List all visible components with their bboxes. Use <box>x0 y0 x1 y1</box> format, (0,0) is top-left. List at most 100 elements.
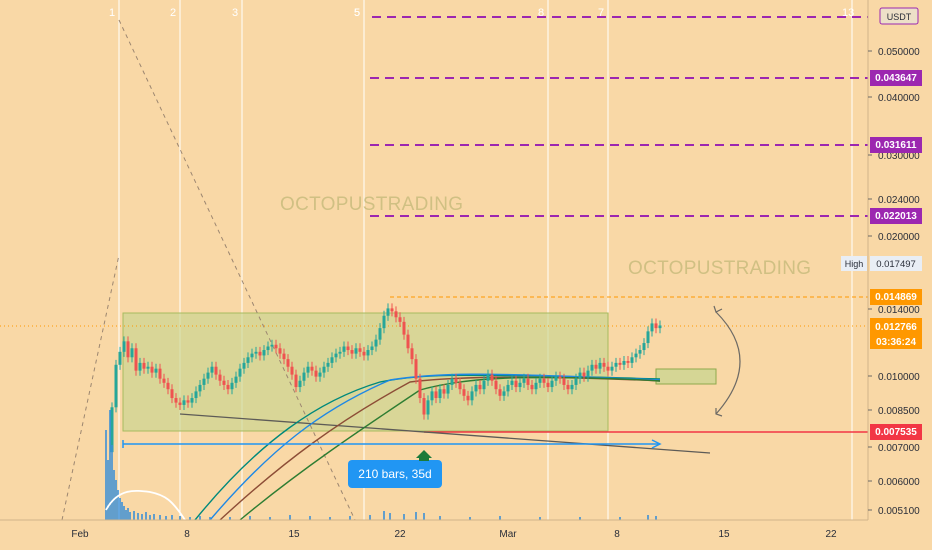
fib-time-label: 2 <box>170 7 176 19</box>
candle-body <box>162 378 166 383</box>
volume-bar <box>289 515 291 520</box>
candle-body <box>274 344 278 349</box>
candle-body <box>562 378 566 385</box>
candle-body <box>318 372 322 377</box>
candle-body <box>198 384 202 392</box>
candle-body <box>174 398 178 403</box>
candle-body <box>462 389 466 396</box>
volume-bar <box>109 410 111 520</box>
candle-body <box>370 346 374 351</box>
volume-bar <box>309 516 311 520</box>
candle-body <box>566 384 570 390</box>
volume-bar <box>439 516 441 520</box>
candle-body <box>622 361 626 365</box>
candle-body <box>170 389 174 399</box>
candle-body <box>386 308 390 316</box>
price-tick-label: 0.050000 <box>878 47 920 58</box>
candle-body <box>518 382 522 388</box>
time-axis: Feb 8 15 22 Mar 8 15 22 <box>71 529 837 540</box>
candle-body <box>138 362 142 371</box>
measure-label: 210 bars, 35d <box>348 460 442 488</box>
candle-body <box>594 364 598 369</box>
candle-body <box>246 357 250 363</box>
price-tick-label: 0.040000 <box>878 93 920 104</box>
candle-body <box>514 380 518 388</box>
price-axis: 0.050000 0.040000 0.030000 0.024000 0.020000… <box>868 47 920 517</box>
volume-bar <box>329 517 331 520</box>
candle-body <box>502 391 506 396</box>
candle-body <box>186 400 190 403</box>
target-tag: 0.022013 <box>875 211 917 222</box>
price-tick-label: 0.024000 <box>878 195 920 206</box>
candle-body <box>278 348 282 354</box>
fib-time-label: 7 <box>598 7 604 19</box>
candle-body <box>638 350 642 354</box>
fib-spread-left <box>61 254 120 521</box>
candle-body <box>282 353 286 360</box>
candle-body <box>210 366 214 373</box>
time-tick-label: 22 <box>394 529 406 540</box>
measure-label-text: 210 bars, 35d <box>358 467 431 481</box>
watermark-1: OCTOPUSTRADING <box>280 194 463 215</box>
candle-body <box>470 391 474 401</box>
candle-body <box>238 368 242 377</box>
candle-body <box>410 348 414 360</box>
volume-bar <box>165 516 167 520</box>
candle-body <box>226 384 230 390</box>
candle-body <box>134 348 138 371</box>
target-tag: 0.031611 <box>875 140 917 151</box>
candle-body <box>182 400 186 405</box>
candle-body <box>422 398 426 415</box>
candle-body <box>434 391 438 399</box>
candle-body <box>150 366 154 373</box>
candle-body <box>458 382 462 390</box>
volume-bar <box>149 515 151 520</box>
candle-body <box>574 378 578 385</box>
fib-time-label: 3 <box>232 7 238 19</box>
candle-body <box>310 366 314 371</box>
candle-body <box>522 378 526 383</box>
candle-body <box>290 366 294 375</box>
projection-arrow-top-icon <box>713 305 723 313</box>
candle-body <box>534 382 538 390</box>
candle-body <box>510 380 514 385</box>
candle-body <box>478 384 482 390</box>
candle-body <box>358 348 362 352</box>
candle-body <box>338 351 342 354</box>
price-scale-bg <box>868 0 932 550</box>
volume-bars <box>105 410 657 520</box>
candle-body <box>394 311 398 318</box>
candle-body <box>218 374 222 381</box>
volume-bar <box>113 470 115 520</box>
candle-body <box>626 361 630 363</box>
price-levels <box>0 16 868 433</box>
target-tag-bg <box>870 208 922 224</box>
candle-body <box>222 380 226 385</box>
candle-body <box>374 339 378 347</box>
candle-body <box>118 351 122 365</box>
volume-bar <box>117 490 119 520</box>
volume-bar <box>105 430 107 520</box>
candle-body <box>538 378 542 383</box>
high-label-bg <box>841 256 867 271</box>
candle-body <box>530 384 534 390</box>
candle-body <box>130 348 134 358</box>
price-tick-label: 0.008500 <box>878 406 920 417</box>
candle-body <box>314 370 318 377</box>
candle-body <box>586 370 590 377</box>
fib-spread-lines <box>61 19 356 521</box>
candle-body <box>206 372 210 379</box>
resistance-tag: 0.014869 <box>875 292 917 303</box>
candle-body <box>334 353 338 358</box>
candle-body <box>262 350 266 356</box>
consolidation-box <box>122 312 609 432</box>
candle-body <box>642 343 646 351</box>
candle-body <box>602 362 606 367</box>
candle-body <box>426 400 430 415</box>
candle-body <box>494 380 498 390</box>
volume-bar <box>115 480 117 520</box>
volume-bar <box>647 515 649 520</box>
currency-badge[interactable]: USDT <box>879 7 919 25</box>
